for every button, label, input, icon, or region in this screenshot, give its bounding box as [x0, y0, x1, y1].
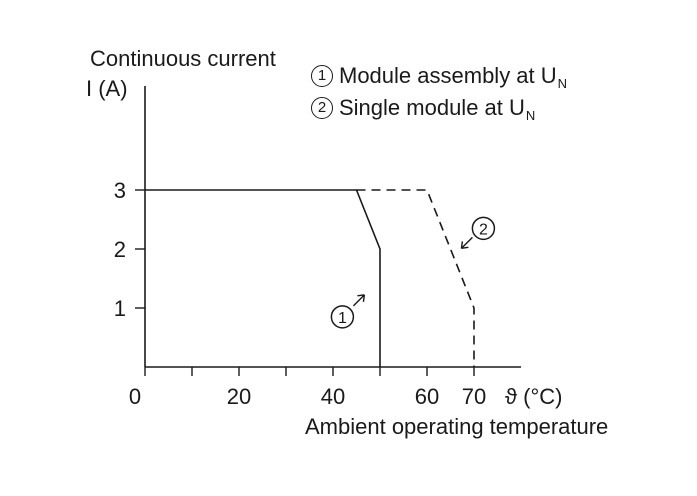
annotation-arrow-2	[460, 236, 473, 249]
y-tick-label: 2	[114, 237, 126, 262]
x-tick-label: 60	[415, 384, 439, 409]
legend-label-single-module: Single module at U	[339, 95, 525, 120]
x-tick-label: 20	[227, 384, 251, 409]
annotation-number-1: 1	[338, 310, 347, 327]
x-tick-label: 70	[462, 384, 486, 409]
x-axis-label: Ambient operating temperature	[305, 414, 609, 439]
y-axis-unit-label: I (A)	[86, 76, 128, 101]
annotation-circle-1	[330, 305, 355, 329]
legend-marker-2: 2	[311, 97, 333, 119]
x-tick-label: 40	[321, 384, 345, 409]
y-tick-label: 1	[114, 296, 126, 321]
y-tick-label: 3	[114, 178, 126, 203]
annotation-arrow-1	[352, 294, 365, 307]
series-line-2	[356, 189, 475, 367]
legend-subscript-1: N	[557, 76, 568, 91]
annotation-arrowhead-1	[357, 294, 366, 302]
legend-item-single-module: 2 Single module at U N	[311, 92, 567, 124]
legend-label-module-assembly: Module assembly at U	[339, 63, 557, 88]
x-unit-label: ϑ (°C)	[505, 384, 562, 409]
legend-item-module-assembly: 1 Module assembly at U N	[311, 60, 567, 92]
series-line-1	[145, 189, 381, 367]
legend: 1 Module assembly at U N 2 Single module…	[311, 60, 567, 124]
annotation-circle-2	[471, 216, 496, 241]
legend-subscript-2: N	[525, 108, 536, 123]
legend-marker-1: 1	[311, 65, 333, 87]
y-axis-label: Continuous current	[90, 46, 276, 71]
x-tick-label: 0	[129, 384, 141, 409]
annotation-number-2: 2	[479, 221, 488, 238]
annotation-arrowhead-2	[460, 241, 469, 250]
